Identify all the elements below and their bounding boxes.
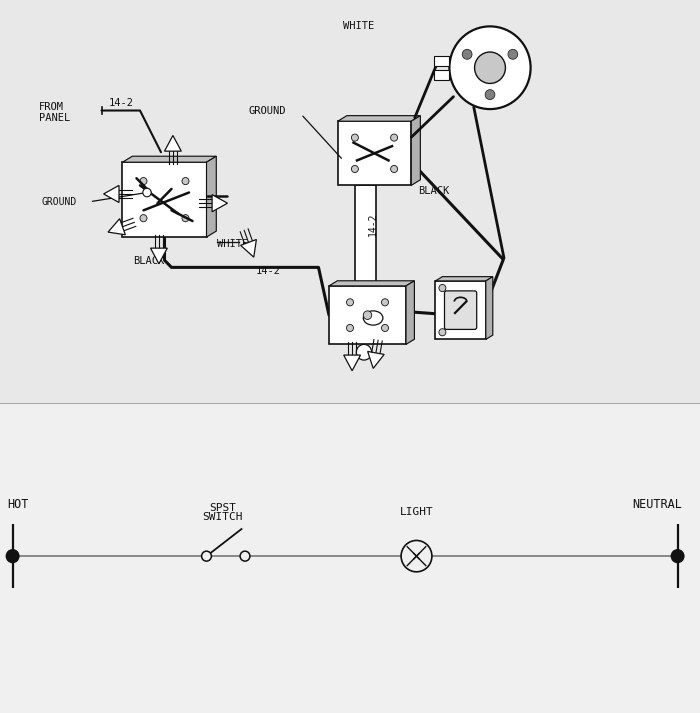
Circle shape	[182, 178, 189, 185]
Polygon shape	[212, 195, 228, 212]
Text: 14-2: 14-2	[368, 213, 378, 236]
Circle shape	[439, 329, 446, 336]
Text: 14-2: 14-2	[256, 266, 281, 276]
Circle shape	[240, 551, 250, 561]
Text: BLACK: BLACK	[419, 186, 450, 196]
FancyBboxPatch shape	[122, 163, 206, 237]
Polygon shape	[241, 240, 256, 257]
Circle shape	[182, 215, 189, 222]
Polygon shape	[406, 281, 414, 344]
Text: SWITCH: SWITCH	[202, 512, 243, 522]
Circle shape	[363, 311, 372, 319]
Text: LIGHT: LIGHT	[400, 507, 433, 517]
Ellipse shape	[363, 311, 383, 325]
Circle shape	[143, 188, 151, 197]
Polygon shape	[108, 219, 125, 235]
Polygon shape	[486, 277, 493, 339]
Text: SPST: SPST	[209, 503, 236, 513]
Text: PANEL: PANEL	[39, 113, 71, 123]
Circle shape	[462, 49, 472, 59]
Circle shape	[382, 324, 388, 332]
FancyBboxPatch shape	[444, 291, 477, 329]
Circle shape	[6, 549, 20, 563]
Circle shape	[485, 90, 495, 100]
Circle shape	[508, 49, 518, 59]
Circle shape	[475, 52, 505, 83]
Circle shape	[382, 299, 388, 306]
Circle shape	[346, 299, 354, 306]
Circle shape	[391, 165, 398, 173]
FancyBboxPatch shape	[434, 56, 449, 66]
FancyBboxPatch shape	[435, 281, 486, 339]
Circle shape	[351, 165, 358, 173]
Text: GROUND: GROUND	[248, 106, 286, 116]
Polygon shape	[104, 185, 119, 202]
FancyBboxPatch shape	[0, 0, 700, 403]
Polygon shape	[412, 116, 420, 185]
Circle shape	[202, 551, 211, 561]
FancyBboxPatch shape	[329, 286, 406, 344]
Polygon shape	[206, 156, 216, 237]
Text: WHITE: WHITE	[343, 21, 374, 31]
Circle shape	[346, 324, 354, 332]
Circle shape	[140, 215, 147, 222]
Text: GROUND: GROUND	[42, 197, 77, 207]
Polygon shape	[344, 355, 360, 371]
Circle shape	[401, 540, 432, 572]
Text: WHITE: WHITE	[217, 239, 248, 249]
Polygon shape	[329, 281, 414, 286]
FancyBboxPatch shape	[434, 70, 449, 80]
Circle shape	[671, 549, 685, 563]
Polygon shape	[164, 135, 181, 151]
Text: NEUTRAL: NEUTRAL	[633, 498, 682, 511]
Circle shape	[351, 134, 358, 141]
FancyBboxPatch shape	[0, 403, 700, 713]
FancyBboxPatch shape	[355, 185, 376, 285]
Circle shape	[449, 26, 531, 109]
Text: BLACK: BLACK	[133, 256, 164, 266]
Polygon shape	[337, 116, 420, 121]
Polygon shape	[122, 156, 216, 163]
Polygon shape	[150, 248, 167, 264]
Text: 14-2: 14-2	[108, 98, 134, 108]
Circle shape	[439, 284, 446, 292]
Polygon shape	[435, 277, 493, 281]
Text: FROM: FROM	[39, 102, 64, 112]
Polygon shape	[368, 352, 384, 369]
Text: HOT: HOT	[7, 498, 29, 511]
Circle shape	[356, 344, 372, 360]
Circle shape	[391, 134, 398, 141]
FancyBboxPatch shape	[337, 121, 412, 185]
Circle shape	[140, 178, 147, 185]
